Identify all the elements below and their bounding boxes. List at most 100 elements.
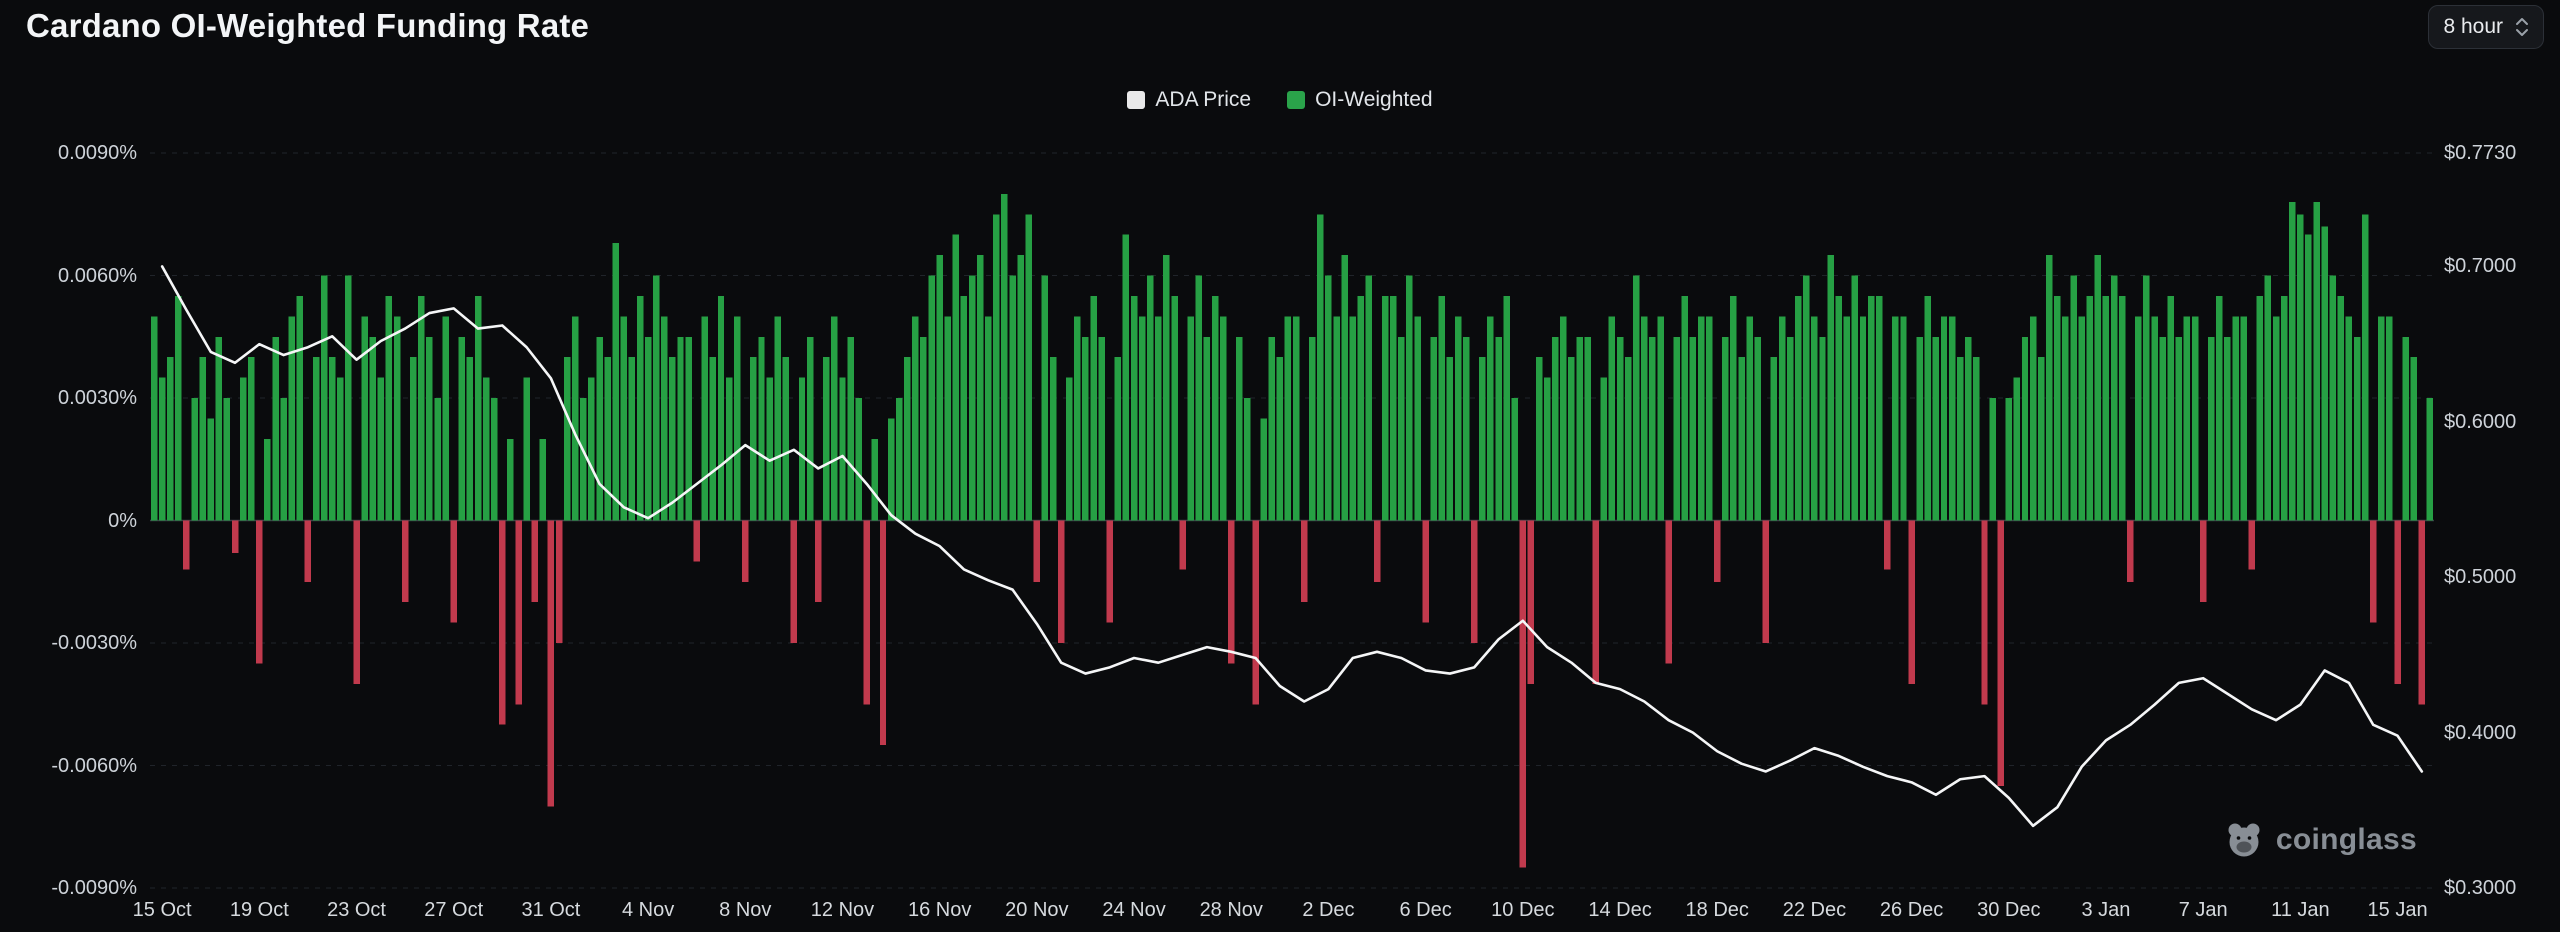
funding-rate-bar[interactable] bbox=[1794, 295, 1802, 521]
funding-rate-bar[interactable] bbox=[952, 234, 960, 521]
funding-rate-bar[interactable] bbox=[442, 316, 449, 521]
funding-rate-bar[interactable] bbox=[272, 336, 279, 521]
funding-rate-bar[interactable] bbox=[895, 398, 903, 521]
funding-rate-bar[interactable] bbox=[231, 520, 239, 554]
funding-rate-bar[interactable] bbox=[1956, 357, 1964, 521]
funding-rate-bar[interactable] bbox=[539, 438, 547, 521]
funding-rate-bar[interactable] bbox=[652, 275, 660, 521]
funding-rate-bar[interactable] bbox=[2272, 316, 2280, 521]
funding-rate-bar[interactable] bbox=[936, 255, 943, 521]
funding-rate-bar[interactable] bbox=[2037, 357, 2045, 521]
funding-rate-bar[interactable] bbox=[1252, 520, 1259, 705]
funding-rate-bar[interactable] bbox=[2361, 214, 2369, 521]
funding-rate-bar[interactable] bbox=[337, 377, 344, 521]
funding-rate-bar[interactable] bbox=[1673, 336, 1680, 521]
funding-rate-bar[interactable] bbox=[1017, 255, 1024, 521]
funding-rate-bar[interactable] bbox=[588, 377, 595, 521]
funding-rate-bar[interactable] bbox=[385, 295, 393, 521]
funding-rate-bar[interactable] bbox=[523, 377, 530, 521]
funding-rate-bar[interactable] bbox=[2370, 520, 2377, 623]
funding-rate-bar[interactable] bbox=[288, 316, 295, 521]
funding-rate-bar[interactable] bbox=[1608, 316, 1616, 521]
funding-rate-bar[interactable] bbox=[1770, 357, 1778, 521]
funding-rate-bar[interactable] bbox=[1803, 275, 1810, 521]
funding-rate-bar[interactable] bbox=[1762, 520, 1770, 644]
funding-rate-bar[interactable] bbox=[1924, 295, 1932, 521]
funding-rate-bar[interactable] bbox=[280, 398, 287, 521]
funding-rate-bar[interactable] bbox=[1600, 377, 1608, 521]
funding-rate-bar[interactable] bbox=[1948, 316, 1956, 521]
funding-rate-bar[interactable] bbox=[563, 357, 571, 521]
funding-rate-bar[interactable] bbox=[345, 275, 352, 521]
funding-rate-bar[interactable] bbox=[1827, 255, 1834, 521]
funding-rate-bar[interactable] bbox=[393, 316, 401, 521]
funding-rate-bar[interactable] bbox=[515, 520, 522, 705]
funding-rate-bar[interactable] bbox=[596, 336, 603, 521]
funding-rate-bar[interactable] bbox=[2078, 316, 2085, 521]
funding-rate-bar[interactable] bbox=[1867, 295, 1875, 521]
funding-rate-bar[interactable] bbox=[1543, 377, 1551, 521]
funding-rate-bar[interactable] bbox=[944, 316, 952, 521]
funding-rate-bar[interactable] bbox=[790, 520, 798, 644]
funding-rate-bar[interactable] bbox=[312, 357, 320, 521]
funding-rate-bar[interactable] bbox=[1260, 418, 1267, 521]
funding-rate-bar[interactable] bbox=[1560, 316, 1567, 521]
funding-rate-bar[interactable] bbox=[2110, 275, 2118, 521]
funding-rate-bar[interactable] bbox=[466, 357, 474, 521]
funding-rate-bar[interactable] bbox=[628, 357, 636, 521]
funding-rate-bar[interactable] bbox=[920, 336, 927, 521]
funding-rate-bar[interactable] bbox=[2005, 398, 2013, 521]
funding-rate-bar[interactable] bbox=[547, 520, 555, 807]
funding-rate-bar[interactable] bbox=[418, 295, 425, 521]
funding-rate-bar[interactable] bbox=[644, 336, 652, 521]
funding-rate-bar[interactable] bbox=[1122, 234, 1130, 521]
funding-rate-bar[interactable] bbox=[1049, 357, 1057, 521]
funding-rate-bar[interactable] bbox=[2410, 357, 2417, 521]
funding-rate-bar[interactable] bbox=[1835, 295, 1842, 521]
funding-rate-bar[interactable] bbox=[1989, 398, 1996, 521]
funding-rate-bar[interactable] bbox=[239, 377, 247, 521]
funding-rate-bar[interactable] bbox=[636, 295, 644, 521]
funding-rate-bar[interactable] bbox=[167, 357, 174, 521]
funding-rate-bar[interactable] bbox=[742, 520, 749, 582]
funding-rate-bar[interactable] bbox=[361, 316, 368, 521]
funding-rate-bar[interactable] bbox=[474, 295, 482, 521]
funding-rate-bar[interactable] bbox=[1503, 295, 1510, 521]
funding-rate-bar[interactable] bbox=[1843, 316, 1851, 521]
funding-rate-bar[interactable] bbox=[1009, 275, 1016, 521]
funding-rate-bar[interactable] bbox=[1965, 336, 1972, 521]
funding-rate-bar[interactable] bbox=[823, 357, 830, 521]
funding-rate-bar[interactable] bbox=[879, 520, 887, 746]
funding-rate-bar[interactable] bbox=[2426, 398, 2434, 521]
funding-rate-bar[interactable] bbox=[1074, 316, 1081, 521]
funding-rate-bar[interactable] bbox=[1722, 336, 1729, 521]
funding-rate-bar[interactable] bbox=[434, 398, 441, 521]
funding-rate-bar[interactable] bbox=[571, 316, 579, 521]
funding-rate-bar[interactable] bbox=[993, 214, 1000, 521]
funding-rate-bar[interactable] bbox=[531, 520, 538, 603]
funding-rate-bar[interactable] bbox=[191, 398, 198, 521]
funding-rate-bar[interactable] bbox=[1446, 357, 1454, 521]
funding-rate-bar[interactable] bbox=[1641, 316, 1648, 521]
funding-rate-bar[interactable] bbox=[2224, 336, 2231, 521]
funding-rate-bar[interactable] bbox=[685, 336, 692, 521]
funding-rate-bar[interactable] bbox=[2151, 316, 2158, 521]
funding-rate-bar[interactable] bbox=[1454, 316, 1462, 521]
funding-rate-bar[interactable] bbox=[2070, 275, 2077, 521]
funding-rate-bar[interactable] bbox=[499, 520, 506, 725]
funding-rate-bar[interactable] bbox=[1713, 520, 1721, 582]
funding-rate-bar[interactable] bbox=[863, 520, 871, 705]
funding-rate-bar[interactable] bbox=[2264, 275, 2272, 521]
funding-rate-bar[interactable] bbox=[1406, 275, 1413, 521]
funding-rate-bar[interactable] bbox=[2305, 234, 2312, 521]
funding-rate-bar[interactable] bbox=[1689, 336, 1697, 521]
funding-rate-bar[interactable] bbox=[2029, 316, 2037, 521]
funding-rate-bar[interactable] bbox=[1179, 520, 1186, 570]
funding-rate-bar[interactable] bbox=[1390, 295, 1397, 521]
funding-rate-bar[interactable] bbox=[2013, 377, 2021, 521]
funding-rate-bar[interactable] bbox=[1811, 316, 1818, 521]
legend-item-ada-price[interactable]: ADA Price bbox=[1127, 88, 1251, 112]
funding-rate-bar[interactable] bbox=[1041, 275, 1049, 521]
funding-rate-bar[interactable] bbox=[2280, 295, 2288, 521]
funding-rate-bar[interactable] bbox=[2240, 316, 2247, 521]
